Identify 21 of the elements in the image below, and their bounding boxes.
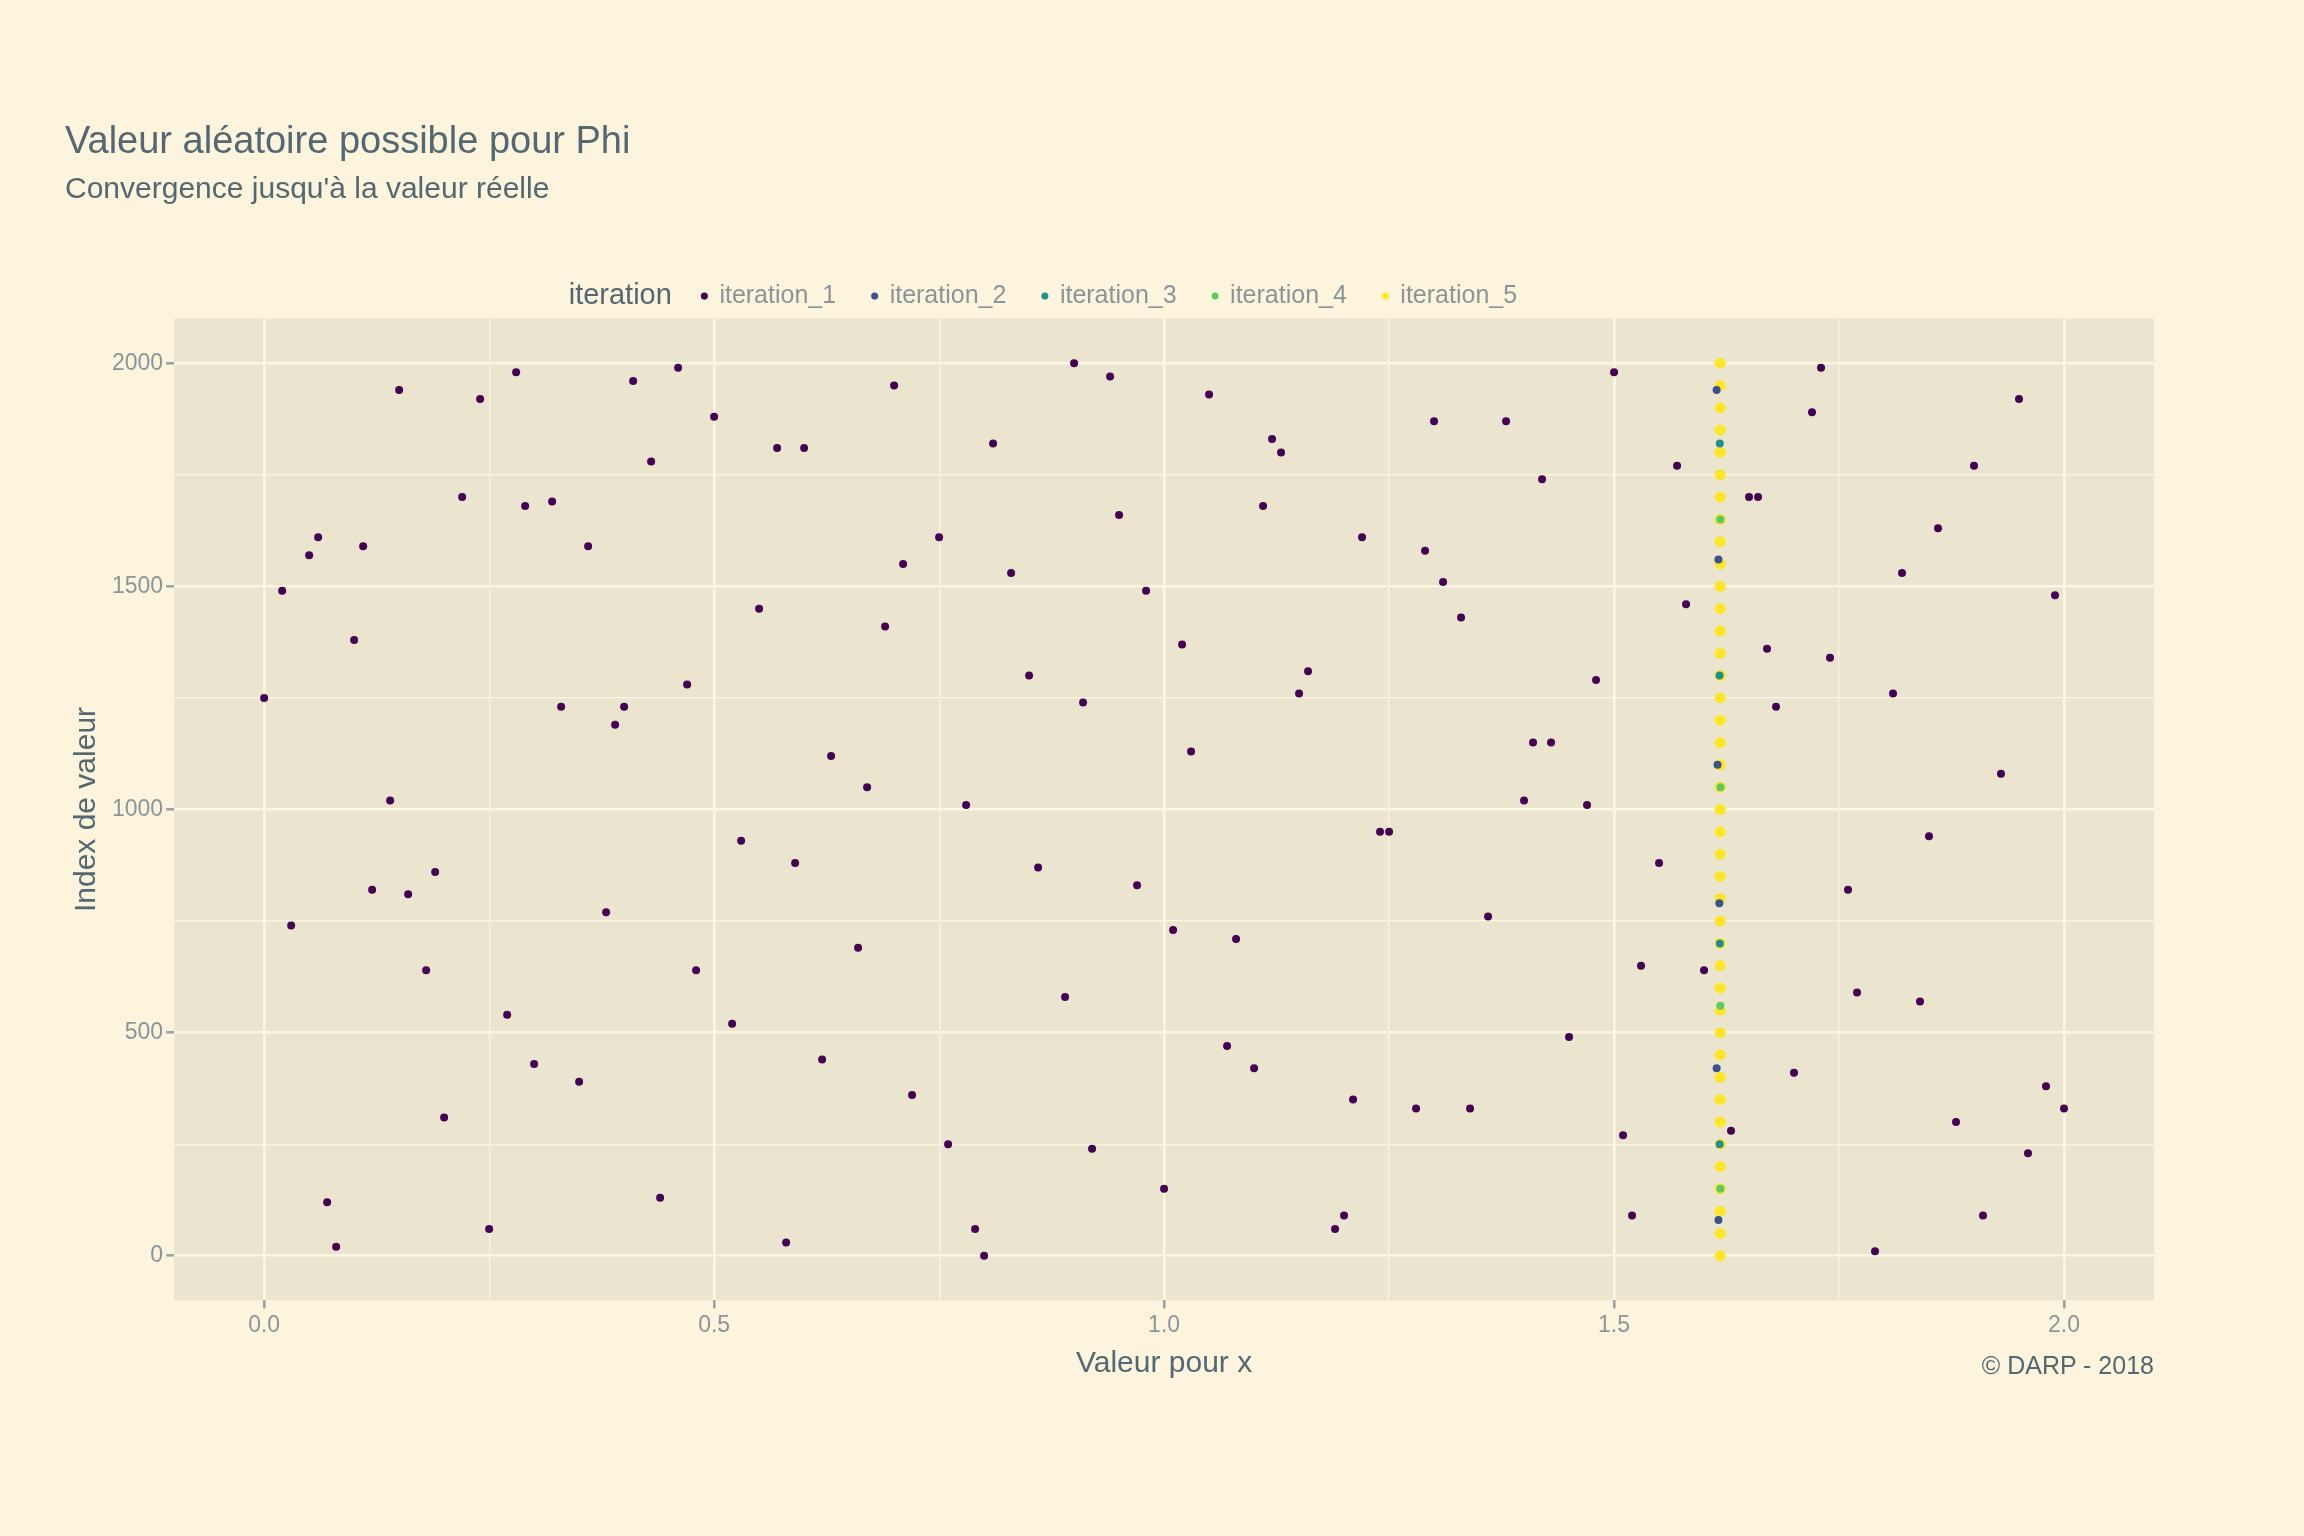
legend-label: iteration_4 <box>1230 279 1347 308</box>
legend-title: iteration <box>568 278 672 311</box>
y-tick-label: 0 <box>150 1241 164 1268</box>
legend-label: iteration_3 <box>1059 279 1177 308</box>
y-tick-label: 1000 <box>111 794 164 821</box>
chart-subtitle: Convergence jusqu'à la valeur réelle <box>65 170 550 204</box>
x-tick-label: 0.0 <box>248 1310 281 1337</box>
x-tick-label: 1.0 <box>1148 1310 1181 1337</box>
legend-label: iteration_2 <box>889 279 1007 308</box>
text: © DARP - 2018 <box>1981 1351 2154 1380</box>
x-tick-label: 1.5 <box>1598 1310 1631 1337</box>
x-axis-title: Valeur pour x <box>1075 1345 1253 1379</box>
x-tick-label: 0.5 <box>698 1310 731 1337</box>
legend-label: iteration_1 <box>719 279 837 308</box>
legend-label: iteration_5 <box>1400 279 1518 308</box>
y-tick-label: 1500 <box>111 571 164 598</box>
x-tick-label: 2.0 <box>2048 1310 2080 1337</box>
y-tick-label: 500 <box>124 1017 164 1044</box>
chart-title: Valeur aléatoire possible pour Phi <box>65 119 631 162</box>
y-axis-title: Index de valeur <box>68 706 102 913</box>
y-tick-label: 2000 <box>111 348 164 375</box>
